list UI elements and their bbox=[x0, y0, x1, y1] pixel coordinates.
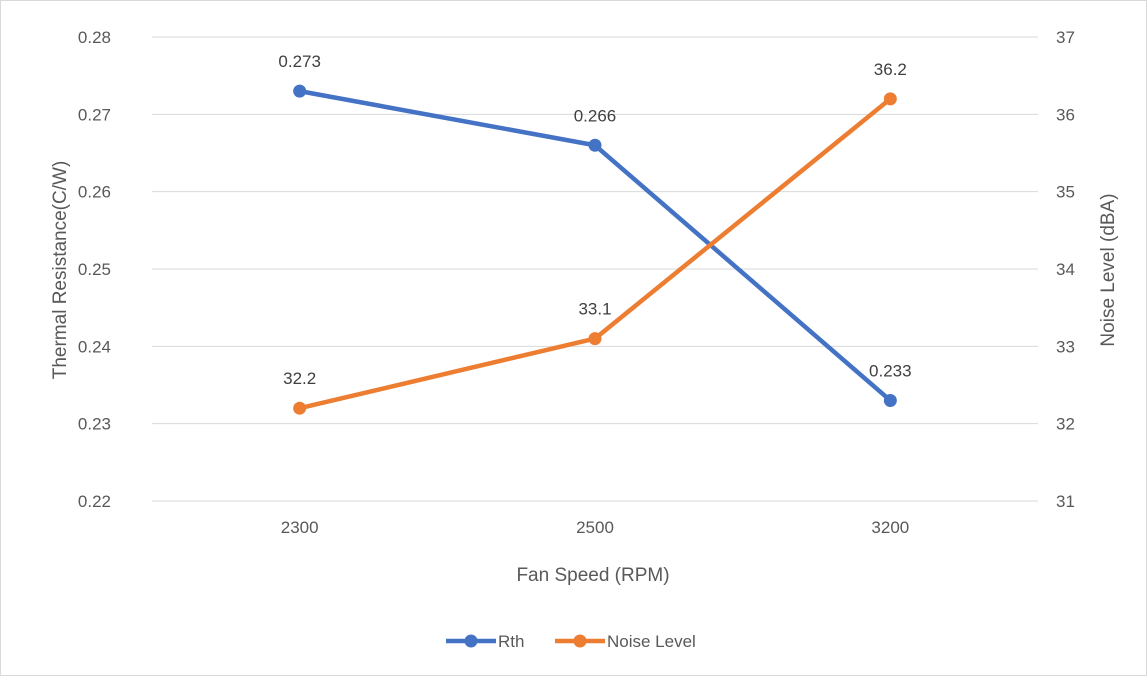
data-label-noise-level: 36.2 bbox=[874, 60, 907, 79]
x-tick-label: 2500 bbox=[576, 518, 614, 537]
right-tick-label: 32 bbox=[1056, 415, 1075, 434]
data-label-noise-level: 33.1 bbox=[578, 300, 611, 319]
data-point-rth bbox=[883, 393, 897, 407]
x-axis-ticks: 2300 2500 3200 bbox=[281, 518, 909, 537]
data-label-rth: 0.273 bbox=[278, 52, 321, 71]
right-axis-title: Noise Level (dBA) bbox=[1098, 193, 1119, 346]
data-point-noise-level bbox=[293, 401, 307, 415]
left-tick-label: 0.24 bbox=[78, 337, 111, 356]
right-tick-label: 33 bbox=[1056, 337, 1075, 356]
gridlines bbox=[152, 36, 1038, 502]
data-point-noise-level bbox=[883, 92, 897, 106]
right-axis-ticks: 31 32 33 34 35 36 37 bbox=[1056, 28, 1075, 511]
left-tick-label: 0.27 bbox=[78, 105, 111, 124]
right-tick-label: 35 bbox=[1056, 183, 1075, 202]
data-point-rth bbox=[588, 138, 602, 152]
legend-label-rth: Rth bbox=[498, 632, 524, 651]
left-tick-label: 0.26 bbox=[78, 183, 111, 202]
data-point-rth bbox=[293, 84, 307, 98]
data-label-noise-level: 32.2 bbox=[283, 369, 316, 388]
legend-marker-noise-level bbox=[573, 634, 587, 648]
right-tick-label: 37 bbox=[1056, 28, 1075, 47]
x-axis-title: Fan Speed (RPM) bbox=[516, 565, 669, 586]
left-tick-label: 0.28 bbox=[78, 28, 111, 47]
right-tick-label: 31 bbox=[1056, 492, 1075, 511]
right-tick-label: 36 bbox=[1056, 105, 1075, 124]
x-tick-label: 3200 bbox=[871, 518, 909, 537]
data-label-rth: 0.233 bbox=[869, 361, 912, 380]
left-tick-label: 0.23 bbox=[78, 415, 111, 434]
x-tick-label: 2300 bbox=[281, 518, 319, 537]
left-tick-label: 0.25 bbox=[78, 260, 111, 279]
left-tick-label: 0.22 bbox=[78, 492, 111, 511]
right-tick-label: 34 bbox=[1056, 260, 1075, 279]
data-label-rth: 0.266 bbox=[574, 106, 617, 125]
legend: Rth Noise Level bbox=[446, 632, 696, 651]
data-labels: 0.273 0.266 0.233 32.2 33.1 36.2 bbox=[278, 52, 911, 388]
series-layer bbox=[293, 84, 897, 415]
left-axis-title: Thermal Resistance(C/W) bbox=[50, 161, 71, 380]
legend-label-noise-level: Noise Level bbox=[607, 632, 696, 651]
left-axis-ticks: 0.22 0.23 0.24 0.25 0.26 0.27 0.28 bbox=[78, 28, 111, 511]
legend-marker-rth bbox=[464, 634, 478, 648]
data-point-noise-level bbox=[588, 332, 602, 346]
